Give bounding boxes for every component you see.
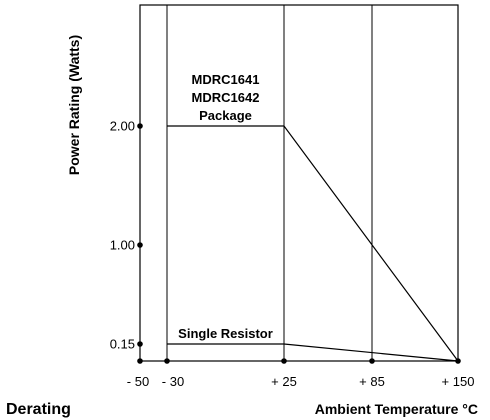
- y-axis-ticks: 2.00 1.00 0.15: [110, 119, 143, 352]
- x-axis-label: Ambient Temperature °C: [315, 401, 478, 417]
- x-tick-dot: [137, 358, 143, 364]
- y-tick-dot: [137, 123, 143, 129]
- x-tick-dot: [281, 358, 287, 364]
- series-label: MDRC1641: [192, 72, 260, 87]
- vertical-gridlines: [166, 5, 373, 361]
- series-line: [167, 125, 459, 362]
- x-tick-label: - 50: [127, 374, 149, 389]
- x-tick-dot: [369, 358, 375, 364]
- y-tick-dot: [137, 341, 143, 347]
- x-tick-label: + 25: [271, 374, 297, 389]
- y-axis-label: Power Rating (Watts): [66, 35, 82, 175]
- plot-frame: [139, 4, 459, 362]
- series-label: MDRC1642: [192, 90, 260, 105]
- x-tick-label: + 85: [359, 374, 385, 389]
- y-tick-label: 1.00: [110, 238, 135, 253]
- series-label: Single Resistor: [178, 326, 273, 341]
- x-axis-ticks: - 50 - 30 + 25 + 85 + 150: [127, 358, 475, 389]
- x-tick-dot: [164, 358, 170, 364]
- chart-title: Derating: [6, 401, 71, 418]
- x-tick-label: + 150: [442, 374, 475, 389]
- y-tick-label: 0.15: [110, 337, 135, 352]
- y-tick-dot: [137, 242, 143, 248]
- x-tick-label: - 30: [162, 374, 184, 389]
- y-tick-label: 2.00: [110, 119, 135, 134]
- series-line: [167, 343, 459, 362]
- series-group: MDRC1641 MDRC1642 Package Single Resistor: [167, 72, 459, 362]
- series-label: Package: [199, 108, 252, 123]
